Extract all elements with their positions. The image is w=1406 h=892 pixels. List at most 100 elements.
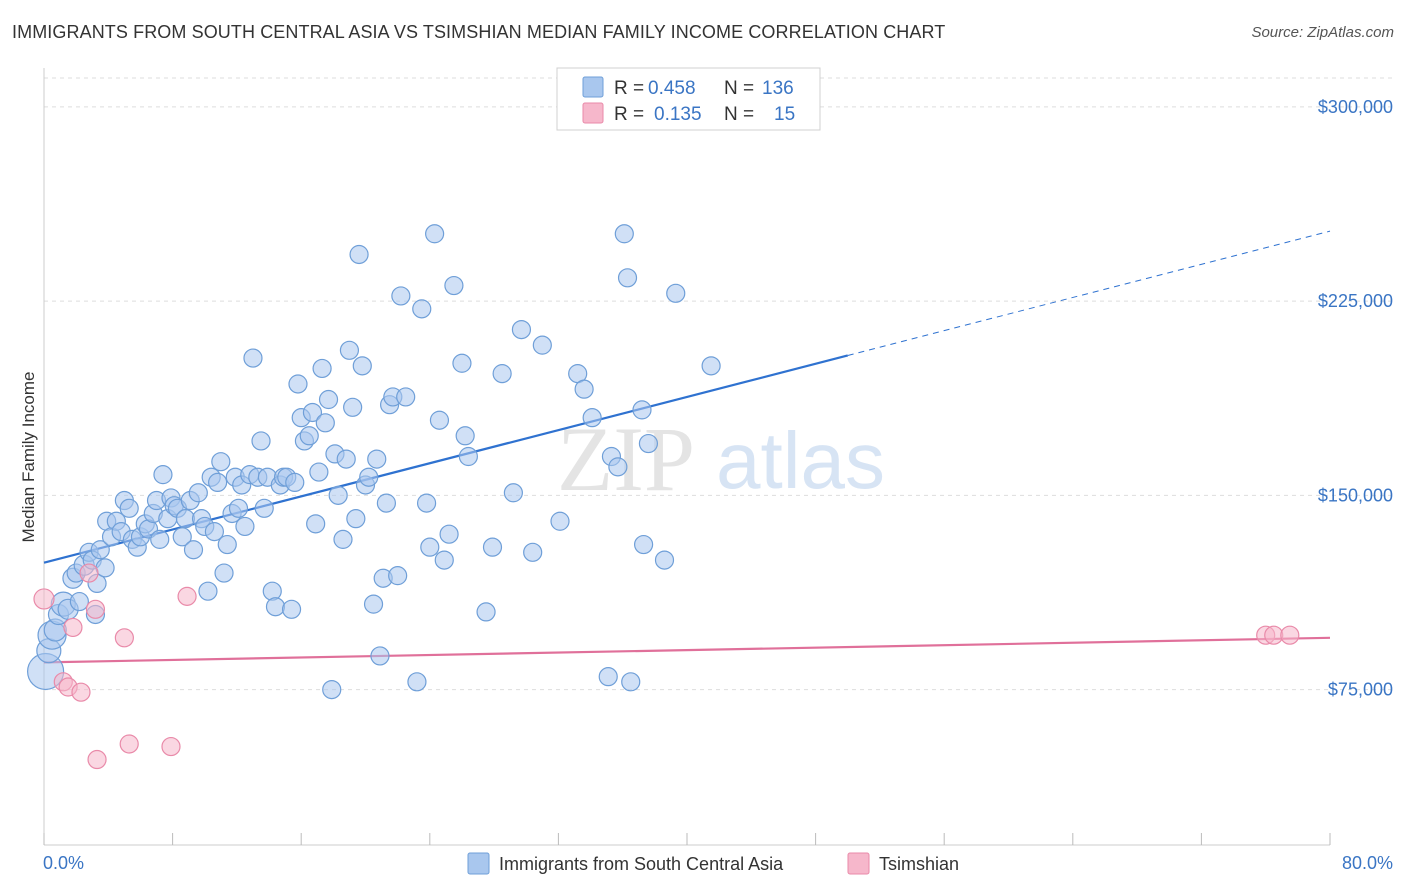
data-point-south-central-asia bbox=[204, 522, 224, 542]
legend-r-value-1: 0.458 bbox=[648, 78, 696, 99]
data-point-south-central-asia bbox=[352, 356, 372, 376]
data-point-south-central-asia bbox=[396, 387, 416, 407]
data-point-south-central-asia bbox=[359, 467, 379, 487]
points-tsimshian bbox=[33, 563, 1300, 770]
bottom-legend: Immigrants from South Central Asia Tsims… bbox=[467, 852, 959, 875]
data-point-south-central-asia bbox=[172, 527, 192, 547]
bottom-legend-swatch-pink bbox=[847, 852, 870, 875]
data-point-south-central-asia bbox=[370, 646, 390, 666]
data-point-south-central-asia bbox=[251, 431, 271, 451]
legend-n-label-1: N = bbox=[724, 78, 754, 99]
data-point-south-central-asia bbox=[254, 498, 274, 518]
trend-lines bbox=[43, 230, 1331, 664]
data-point-tsimshian bbox=[177, 586, 197, 606]
data-point-south-central-asia bbox=[523, 542, 543, 562]
data-point-south-central-asia bbox=[198, 581, 218, 601]
data-point-south-central-asia bbox=[312, 358, 332, 379]
data-point-south-central-asia bbox=[511, 319, 532, 340]
legend-r-label-2: R = bbox=[614, 104, 644, 125]
data-point-south-central-asia bbox=[638, 433, 659, 454]
data-point-south-central-asia bbox=[346, 509, 366, 529]
data-point-south-central-asia bbox=[425, 224, 445, 244]
data-point-south-central-asia bbox=[302, 402, 323, 423]
data-point-south-central-asia bbox=[376, 493, 396, 513]
points-south-central-asia bbox=[27, 224, 721, 700]
data-point-tsimshian bbox=[161, 736, 181, 757]
data-point-south-central-asia bbox=[183, 540, 204, 560]
data-point-south-central-asia bbox=[633, 534, 654, 555]
data-point-south-central-asia bbox=[299, 426, 319, 446]
gridlines bbox=[44, 77, 1394, 691]
data-point-south-central-asia bbox=[412, 299, 432, 319]
data-point-south-central-asia bbox=[235, 516, 255, 537]
y-tick-label: $75,000 bbox=[1328, 680, 1393, 700]
data-point-south-central-asia bbox=[188, 483, 208, 503]
x-ticks bbox=[43, 833, 1331, 845]
chart-title: IMMIGRANTS FROM SOUTH CENTRAL ASIA VS TS… bbox=[12, 22, 946, 42]
data-point-south-central-asia bbox=[452, 353, 472, 373]
data-point-south-central-asia bbox=[391, 286, 411, 306]
data-point-south-central-asia bbox=[339, 340, 360, 360]
y-tick-label: $150,000 bbox=[1318, 485, 1393, 505]
data-point-south-central-asia bbox=[416, 493, 437, 513]
data-point-south-central-asia bbox=[90, 540, 110, 560]
bottom-legend-label-blue: Immigrants from South Central Asia bbox=[499, 854, 784, 874]
data-point-south-central-asia bbox=[243, 348, 263, 368]
legend-swatch-pink bbox=[582, 102, 604, 124]
watermark-zip: ZIP bbox=[557, 408, 695, 510]
y-axis-label: Median Family Income bbox=[19, 371, 38, 542]
data-point-tsimshian bbox=[114, 628, 134, 648]
data-point-south-central-asia bbox=[701, 356, 721, 376]
data-point-south-central-asia bbox=[582, 408, 602, 428]
legend-n-label-2: N = bbox=[724, 104, 754, 125]
data-point-south-central-asia bbox=[349, 244, 369, 265]
data-point-south-central-asia bbox=[574, 379, 594, 399]
data-point-south-central-asia bbox=[208, 472, 228, 492]
data-point-south-central-asia bbox=[654, 550, 675, 570]
data-point-south-central-asia bbox=[69, 591, 89, 612]
data-point-tsimshian bbox=[33, 588, 55, 610]
data-point-south-central-asia bbox=[315, 413, 335, 433]
trend-line-south-central-asia bbox=[43, 354, 849, 564]
data-point-south-central-asia bbox=[211, 452, 231, 472]
trend-line-extension-south-central-asia bbox=[847, 230, 1331, 356]
y-tick-labels: $75,000 $150,000 $225,000 $300,000 bbox=[1318, 97, 1393, 700]
data-point-south-central-asia bbox=[367, 449, 387, 469]
legend-box: R = 0.458 N = 136 R = 0.135 N = 15 bbox=[556, 67, 821, 131]
watermark: ZIP atlas bbox=[557, 408, 885, 510]
legend-r-label-1: R = bbox=[614, 78, 644, 99]
x-tick-label-min: 0.0% bbox=[43, 853, 84, 873]
legend-n-value-1: 136 bbox=[762, 78, 794, 99]
data-point-south-central-asia bbox=[420, 537, 440, 557]
data-point-south-central-asia bbox=[388, 566, 408, 586]
data-point-south-central-asia bbox=[228, 498, 249, 518]
data-point-south-central-asia bbox=[632, 400, 652, 420]
data-point-south-central-asia bbox=[434, 550, 454, 570]
data-point-south-central-asia bbox=[617, 268, 638, 288]
data-point-tsimshian bbox=[85, 599, 106, 619]
data-point-south-central-asia bbox=[621, 672, 641, 692]
data-point-south-central-asia bbox=[482, 537, 503, 557]
legend-swatch-blue bbox=[582, 76, 604, 98]
bottom-legend-swatch-blue bbox=[467, 852, 490, 875]
trend-line-tsimshian bbox=[43, 636, 1331, 664]
data-point-south-central-asia bbox=[550, 511, 570, 531]
data-point-south-central-asia bbox=[503, 483, 523, 503]
data-point-south-central-asia bbox=[666, 283, 686, 303]
data-point-tsimshian bbox=[79, 563, 99, 583]
data-point-south-central-asia bbox=[285, 472, 305, 492]
data-point-south-central-asia bbox=[444, 275, 464, 296]
data-point-south-central-asia bbox=[439, 524, 459, 544]
data-point-south-central-asia bbox=[265, 597, 286, 617]
data-point-south-central-asia bbox=[150, 529, 170, 549]
data-point-south-central-asia bbox=[217, 534, 237, 555]
data-point-south-central-asia bbox=[407, 672, 427, 692]
y-tick-label: $300,000 bbox=[1318, 97, 1393, 117]
data-point-south-central-asia bbox=[458, 446, 478, 467]
data-point-south-central-asia bbox=[95, 558, 115, 578]
data-point-south-central-asia bbox=[333, 529, 353, 549]
source-label: Source: ZipAtlas.com bbox=[1251, 24, 1394, 41]
data-point-south-central-asia bbox=[429, 410, 450, 430]
data-point-south-central-asia bbox=[306, 514, 326, 534]
